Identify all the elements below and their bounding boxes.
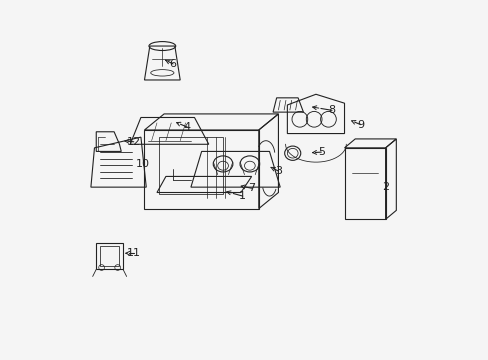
Bar [159, 137, 223, 194]
Bar [96, 243, 123, 269]
Text: 7: 7 [247, 183, 255, 193]
Text: 8: 8 [328, 105, 335, 115]
Text: 1: 1 [239, 191, 246, 201]
Text: 2: 2 [381, 182, 388, 192]
Text: 3: 3 [274, 166, 282, 176]
Text: 10: 10 [135, 159, 149, 169]
Text: 5: 5 [317, 147, 324, 157]
Text: 6: 6 [169, 59, 176, 69]
Bar [100, 246, 119, 266]
Text: 4: 4 [183, 122, 190, 132]
Text: 9: 9 [356, 120, 364, 130]
Bar [144, 130, 258, 208]
Text: 12: 12 [126, 137, 141, 147]
Text: 11: 11 [126, 248, 141, 258]
Bar [344, 148, 385, 219]
